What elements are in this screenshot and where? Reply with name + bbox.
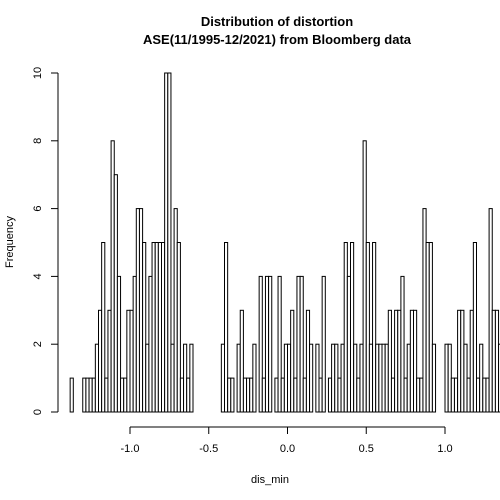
y-axis: 0 2 4 6 8 10 — [32, 67, 59, 415]
y-tick-label: 10 — [32, 67, 44, 79]
histogram-bar — [400, 275, 405, 413]
histogram-bar — [224, 242, 229, 413]
y-tick-label: 4 — [32, 273, 44, 279]
histogram-bar — [431, 343, 437, 413]
histogram-bar — [230, 377, 235, 413]
y-tick-label: 0 — [32, 409, 44, 415]
x-axis: -1.0 -0.5 0.0 0.5 1.0 — [121, 426, 453, 455]
histogram-bar — [299, 275, 304, 413]
histogram-bar — [350, 242, 355, 413]
x-tick-label: 0.0 — [280, 443, 295, 455]
y-axis-label: Frequency — [4, 216, 16, 268]
histogram-bar — [176, 242, 181, 413]
x-tick-label: 1.0 — [437, 443, 452, 455]
histogram-bar — [428, 242, 433, 413]
histogram-bar — [116, 275, 122, 413]
y-tick-label: 8 — [32, 138, 44, 144]
y-tick-label: 2 — [32, 341, 44, 347]
chart-subtitle: ASE(11/1995-12/2021) from Bloomberg data — [143, 32, 412, 47]
histogram-bar — [167, 72, 172, 413]
x-tick-label: -0.5 — [199, 443, 218, 455]
x-tick-label: -1.0 — [121, 443, 140, 455]
chart-title: Distribution of distortion — [201, 14, 353, 29]
histogram-bar — [69, 377, 74, 413]
histogram-bar — [413, 309, 418, 413]
histogram-bar — [321, 275, 326, 413]
x-axis-label: dis_min — [251, 474, 289, 486]
histogram-bar — [290, 309, 295, 413]
histogram-bar — [472, 242, 478, 413]
histogram-bar — [387, 309, 392, 413]
histogram-bar — [309, 343, 314, 413]
y-tick-label: 6 — [32, 206, 44, 212]
histogram-bars — [69, 72, 500, 413]
histogram-bar — [498, 343, 500, 413]
x-tick-label: 0.5 — [359, 443, 374, 455]
histogram-bar — [239, 309, 244, 413]
histogram-bar — [277, 275, 282, 413]
histogram-bar — [258, 275, 263, 413]
histogram-bar — [365, 242, 370, 413]
histogram-bar — [142, 242, 147, 413]
histogram-bar — [101, 242, 106, 413]
histogram-bar — [268, 275, 273, 413]
histogram-bar — [252, 343, 257, 413]
histogram-bar — [189, 343, 194, 413]
histogram-bar — [372, 242, 377, 413]
